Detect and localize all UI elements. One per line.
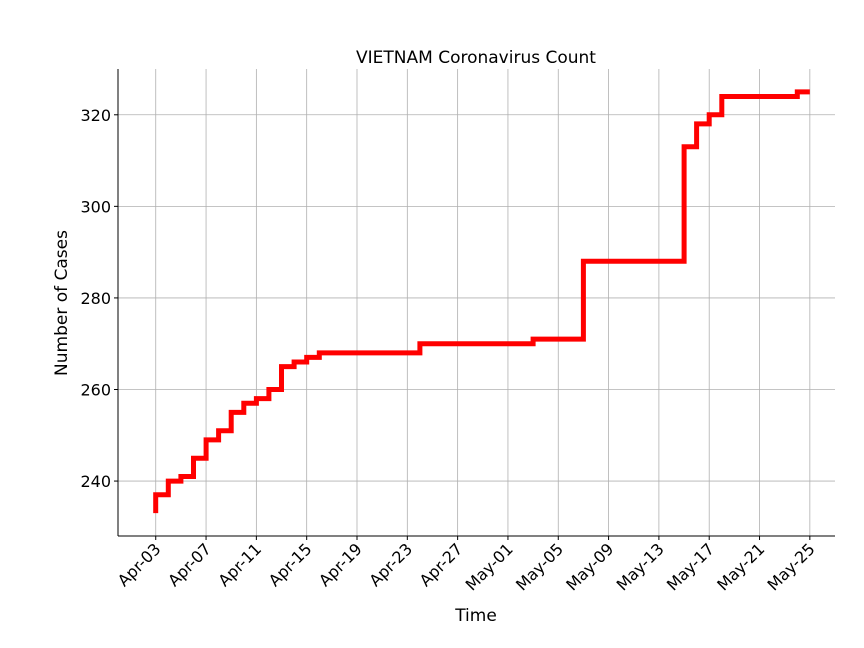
x-tick-label: May-09 <box>562 539 617 594</box>
x-tick-label: Apr-27 <box>416 539 467 590</box>
series-line-0 <box>153 89 810 514</box>
x-tick-label: May-13 <box>613 539 668 594</box>
series-layer <box>153 89 810 514</box>
chart-title: VIETNAM Coronavirus Count <box>356 48 596 68</box>
y-tick-label: 320 <box>80 106 111 125</box>
x-tick-label: May-17 <box>663 539 718 594</box>
x-axis-label: Time <box>454 606 497 626</box>
y-ticks: 240 260 280 300 320 <box>80 106 118 491</box>
x-tick-label: May-01 <box>462 539 517 594</box>
x-tick-label: Apr-19 <box>315 539 366 590</box>
x-tick-label: Apr-15 <box>265 539 316 590</box>
x-tick-label: Apr-03 <box>114 539 165 590</box>
x-tick-label: May-21 <box>713 539 768 594</box>
grid <box>118 69 835 536</box>
y-axis-label: Number of Cases <box>52 230 72 376</box>
y-tick-label: 280 <box>80 289 111 308</box>
y-tick-label: 240 <box>80 472 111 491</box>
x-tick-label: Apr-23 <box>365 539 416 590</box>
x-tick-label: May-05 <box>512 539 567 594</box>
x-ticks: Apr-03 Apr-07 Apr-11 Apr-15 Apr-19 Apr-23 Apr-… <box>114 536 819 595</box>
x-tick-label: May-25 <box>764 539 819 594</box>
y-tick-label: 300 <box>80 197 111 216</box>
x-tick-label: Apr-07 <box>164 539 215 590</box>
axes <box>117 69 835 537</box>
y-tick-label: 260 <box>80 380 111 399</box>
x-tick-label: Apr-11 <box>214 539 265 590</box>
